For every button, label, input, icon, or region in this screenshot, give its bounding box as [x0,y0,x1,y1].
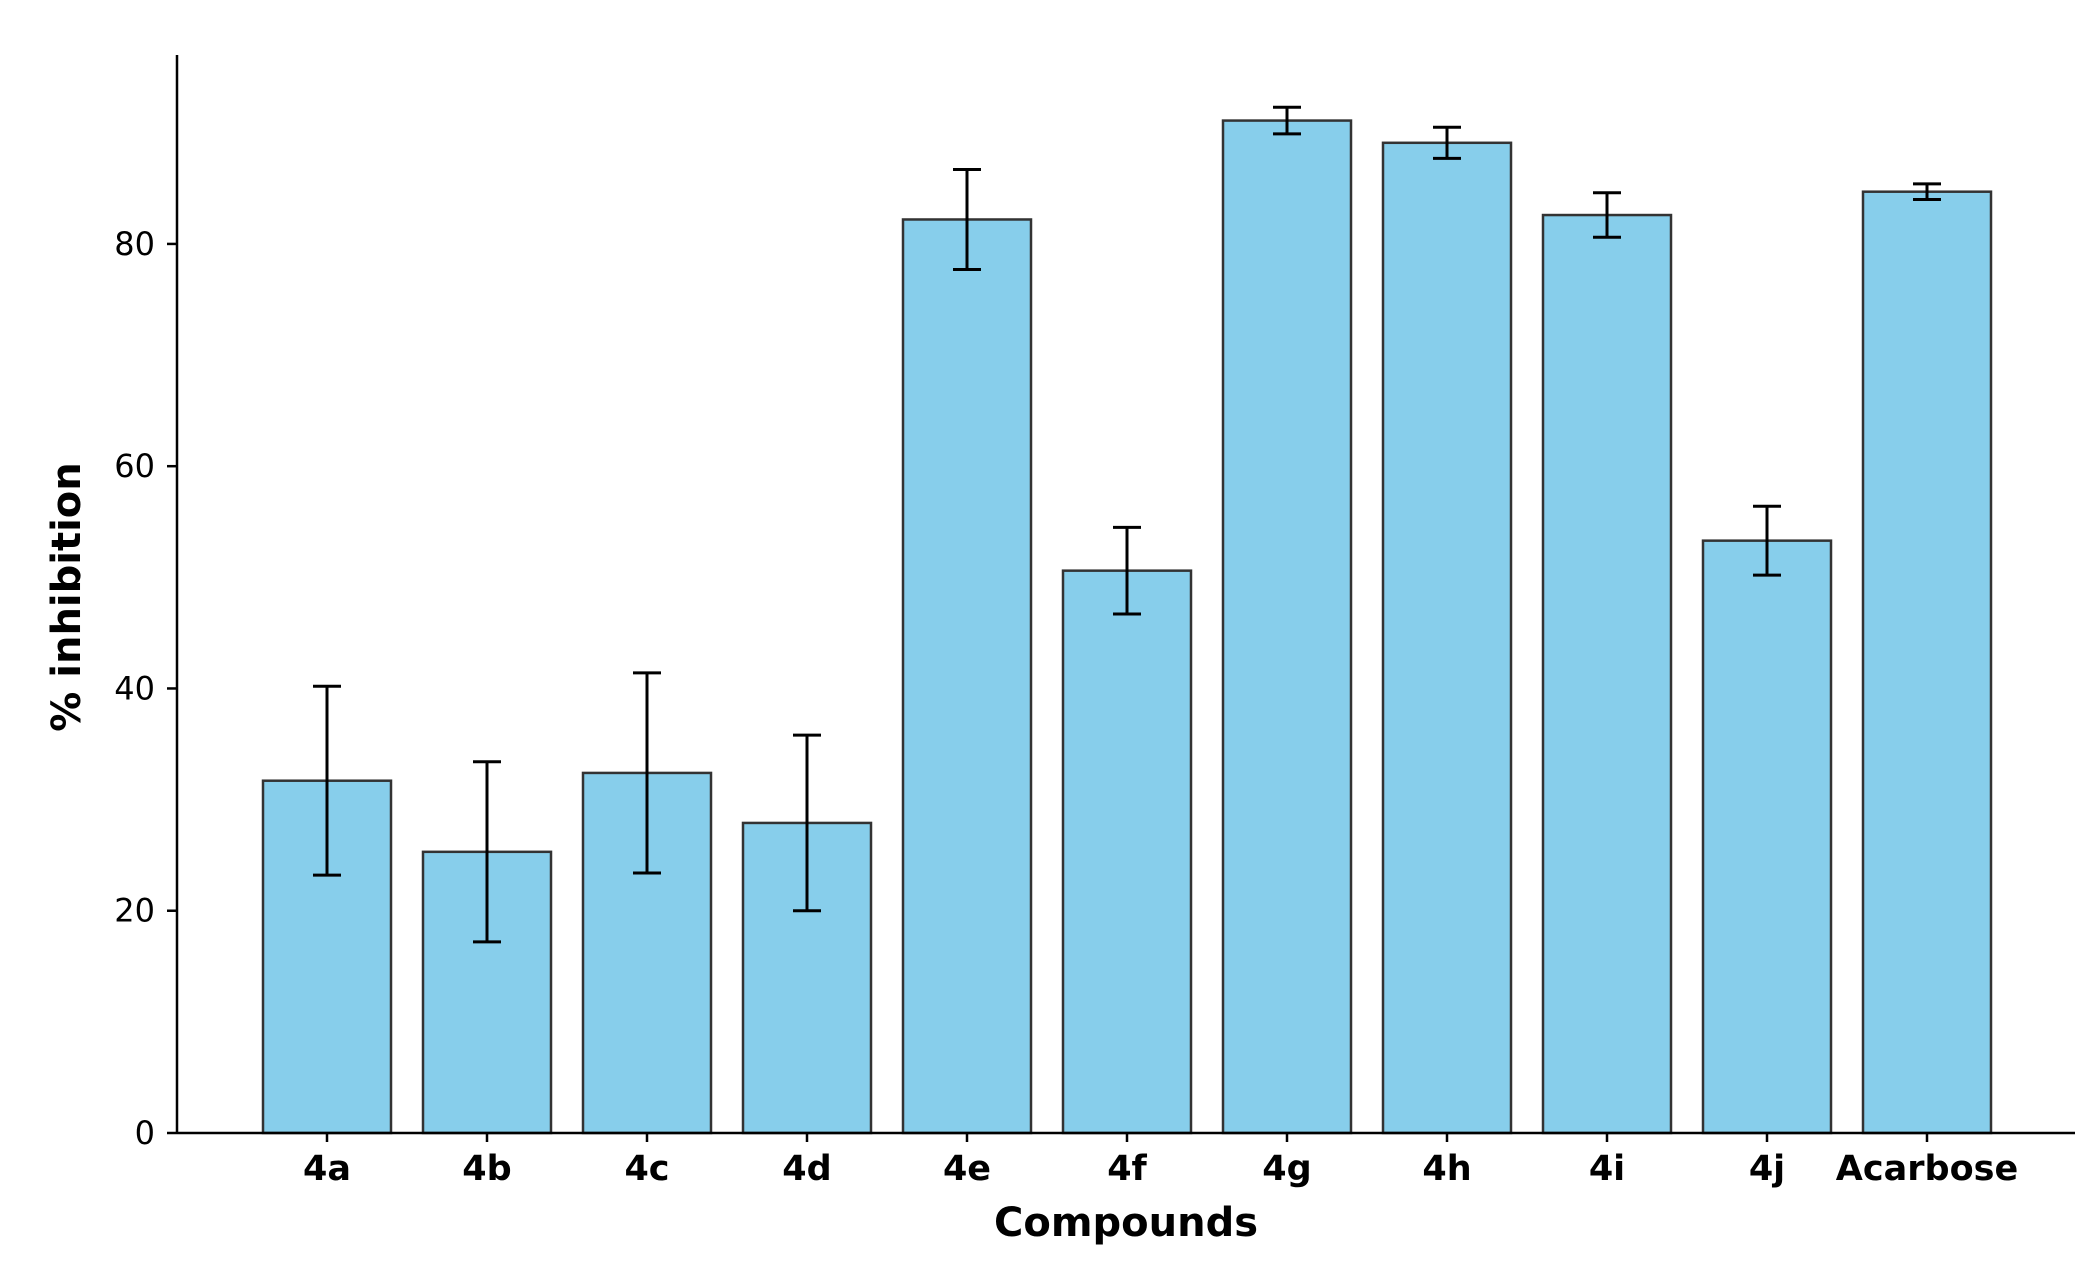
y-tick-label-80: 80 [114,225,155,263]
x-tick-label-4a: 4a [303,1149,351,1189]
bar-4i [1541,213,1673,1135]
plot-area: 0 20 40 60 80 4a 4b 4c 4d 4e 4f 4g 4h 4i 4j Acarbose [114,55,2075,1189]
x-tick-label-4d: 4d [782,1149,831,1189]
x-tick-label-4c: 4c [624,1149,669,1189]
x-tick-label-4b: 4b [462,1149,511,1189]
bar-4e [901,218,1033,1135]
error-bar-4i [1593,191,1621,239]
x-tick-label-4g: 4g [1262,1149,1311,1189]
error-bar-4h [1433,125,1461,160]
bar-4j [1701,539,1833,1135]
y-tick-label-20: 20 [114,892,155,930]
y-tick-label-0: 0 [135,1114,155,1152]
y-axis-title: % inhibition [44,462,90,732]
y-ticks-group: 0 20 40 60 80 [114,225,177,1152]
x-tick-label-4f: 4f [1107,1149,1147,1189]
bars-group [261,119,1993,1135]
x-tick-label-4e: 4e [943,1149,991,1189]
x-tick-label-acarbose: Acarbose [1836,1149,2018,1189]
x-ticks-group: 4a 4b 4c 4d 4e 4f 4g 4h 4i 4j Acarbose [303,1133,2018,1189]
bar-4g [1221,119,1353,1135]
error-bar-4e [953,167,981,271]
error-bar-4c [633,671,661,875]
error-bar-4b [473,760,501,944]
x-tick-label-4h: 4h [1422,1149,1471,1189]
error-bar-4j [1753,504,1781,577]
error-bar-4g [1273,105,1301,136]
bar-acarbose [1861,190,1993,1135]
bar-4h [1381,141,1513,1135]
error-bar-4f [1113,525,1141,616]
y-tick-label-40: 40 [114,669,155,707]
x-tick-label-4i: 4i [1589,1149,1625,1189]
y-tick-label-60: 60 [114,447,155,485]
error-bar-4a [313,684,341,877]
bar-4f [1061,569,1193,1135]
error-bars-group [313,105,1941,944]
error-bar-acarbose [1913,182,1941,201]
x-tick-label-4j: 4j [1749,1149,1785,1189]
x-axis-title: Compounds [994,1200,1258,1246]
error-bar-4d [793,733,821,913]
